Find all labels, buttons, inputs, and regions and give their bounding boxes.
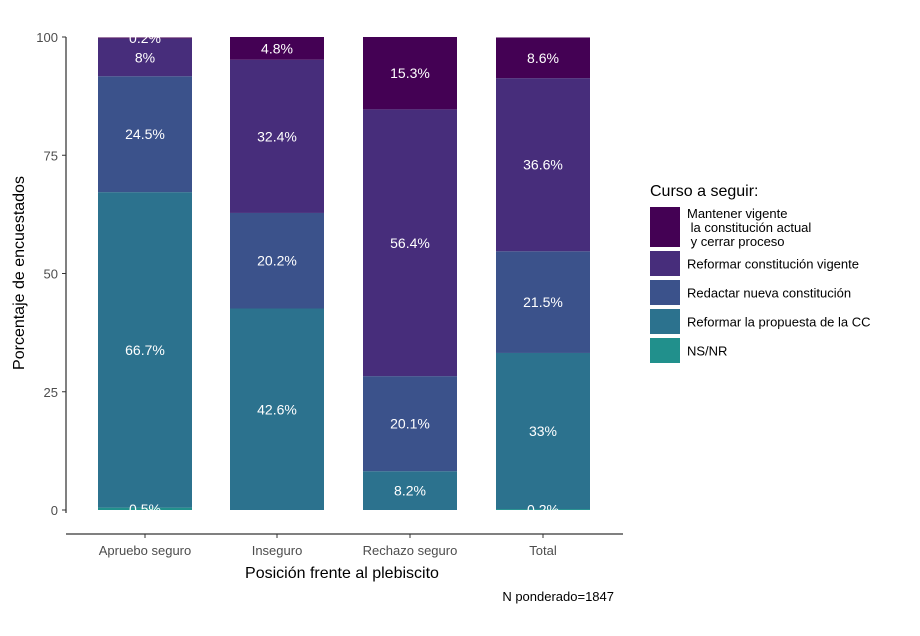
bar-segment (496, 352, 590, 510)
bar-segment (363, 37, 457, 110)
bar-value-label: 42.6% (257, 401, 297, 417)
x-tick-label: Rechazo seguro (363, 543, 458, 558)
bar-value-label: 24.5% (125, 126, 165, 142)
bar-value-label: 0.5% (129, 501, 161, 517)
bar-value-label: 32.4% (257, 128, 297, 144)
x-ticks-group: Apruebo seguro Inseguro Rechazo seguro Tota… (99, 534, 557, 558)
bar-value-label: 36.6% (523, 157, 563, 173)
bar-segment (98, 38, 192, 77)
y-tick-label: 0 (51, 503, 58, 518)
legend-swatch (650, 280, 680, 305)
y-tick-label: 50 (44, 267, 58, 282)
bar-segment (98, 507, 192, 510)
y-tick-label: 75 (44, 148, 58, 163)
legend-label: NS/NR (687, 344, 727, 359)
bar-segment (230, 59, 324, 213)
legend-swatch (650, 251, 680, 276)
x-axis-title: Posición frente al plebiscito (245, 565, 439, 582)
bar-segment (363, 471, 457, 510)
bar-value-label: 0.2% (527, 502, 559, 518)
legend-title: Curso a seguir: (650, 183, 759, 200)
x-tick-label: Total (529, 543, 557, 558)
bar-value-label: 4.8% (261, 40, 293, 56)
bar-segment (230, 37, 324, 60)
legend-label: Reformar la propuesta de la CC (687, 315, 871, 330)
bar-value-label: 66.7% (125, 342, 165, 358)
bar-value-label: 8.6% (527, 50, 559, 66)
bar-value-label: 56.4% (390, 235, 430, 251)
bar-value-label: 8.2% (394, 483, 426, 499)
bar-segment (496, 37, 590, 79)
bar-value-label: 0.2% (129, 30, 161, 46)
bar-value-label: 20.2% (257, 253, 297, 269)
legend-label: Reformar constitución vigente (687, 257, 859, 272)
bar-segment (496, 251, 590, 353)
y-tick-label: 25 (44, 385, 58, 400)
legend-label: Redactar nueva constitución (687, 286, 851, 301)
bar-segment (230, 212, 324, 309)
bar-segment (496, 509, 590, 510)
bar-segment (98, 37, 192, 39)
caption-n-ponderado: N ponderado=1847 (502, 589, 614, 604)
bar-value-label: 20.1% (390, 416, 430, 432)
legend-swatch (650, 338, 680, 363)
bar-value-label: 8% (135, 49, 155, 65)
legend: Curso a seguir: Mantener vigente la cons… (650, 183, 871, 363)
y-tick-label: 100 (36, 30, 58, 45)
bar-segment (496, 78, 590, 252)
legend-swatch (650, 309, 680, 334)
legend-label: Mantener vigente la constitución actual … (687, 206, 811, 249)
bar-segment (98, 192, 192, 508)
x-tick-label: Inseguro (252, 543, 303, 558)
bar-segment (230, 308, 324, 510)
bars-group (98, 37, 590, 510)
bar-value-label: 21.5% (523, 294, 563, 310)
bar-segment (363, 109, 457, 377)
segment-labels-group: 0.5% 66.7% 24.5% 8% 0.2% 42.6% 20.2% 32.4% 4.8% 8… (125, 30, 563, 518)
axes-group (65, 37, 623, 535)
bar-value-label: 33% (529, 423, 557, 439)
bar-segment (363, 376, 457, 472)
y-ticks-group: 0 25 50 75 100 (36, 30, 66, 518)
legend-swatch (650, 207, 680, 247)
y-axis-title: Porcentaje de encuestados (11, 176, 28, 370)
bar-segment (98, 76, 192, 193)
x-tick-label: Apruebo seguro (99, 543, 192, 558)
bar-value-label: 15.3% (390, 65, 430, 81)
